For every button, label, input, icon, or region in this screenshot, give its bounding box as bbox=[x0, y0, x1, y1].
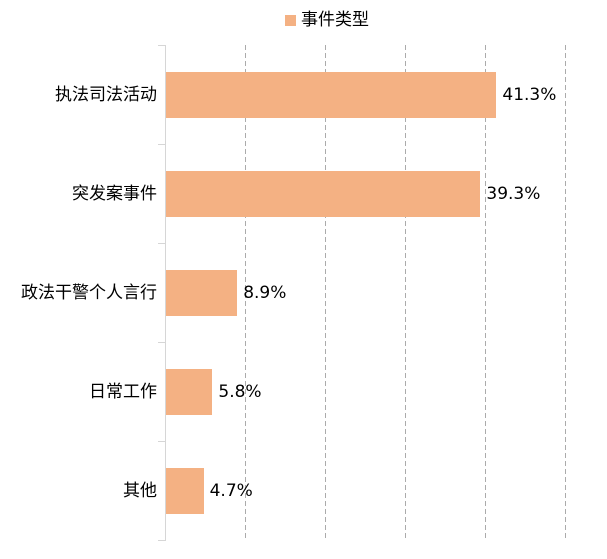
gridline bbox=[325, 45, 326, 540]
bar-2 bbox=[166, 170, 481, 217]
category-label: 日常工作 bbox=[89, 381, 157, 402]
legend-label: 事件类型 bbox=[301, 10, 369, 30]
value-label: 5.8% bbox=[218, 381, 262, 402]
bar-4 bbox=[166, 368, 213, 415]
value-label: 41.3% bbox=[502, 84, 557, 105]
gridline bbox=[245, 45, 246, 540]
gridline bbox=[565, 45, 566, 540]
value-label: 39.3% bbox=[486, 183, 541, 204]
axis-tick bbox=[158, 342, 166, 343]
bar-1 bbox=[166, 71, 497, 118]
category-label: 执法司法活动 bbox=[55, 84, 157, 105]
gridline bbox=[485, 45, 486, 540]
bar-5 bbox=[166, 467, 204, 514]
legend-marker-icon bbox=[285, 14, 296, 26]
axis-tick bbox=[158, 441, 166, 442]
category-axis-line bbox=[165, 45, 166, 541]
category-label: 突发案事件 bbox=[72, 183, 157, 204]
bar-3 bbox=[166, 269, 238, 316]
axis-tick bbox=[158, 540, 166, 541]
value-label: 8.9% bbox=[243, 282, 287, 303]
axis-tick bbox=[158, 243, 166, 244]
gridline bbox=[405, 45, 406, 540]
chart-legend: 事件类型 bbox=[285, 8, 369, 32]
category-label: 政法干警个人言行 bbox=[21, 282, 157, 303]
axis-tick bbox=[158, 144, 166, 145]
value-label: 4.7% bbox=[209, 480, 253, 501]
category-label: 其他 bbox=[123, 480, 157, 501]
axis-tick bbox=[158, 45, 166, 46]
